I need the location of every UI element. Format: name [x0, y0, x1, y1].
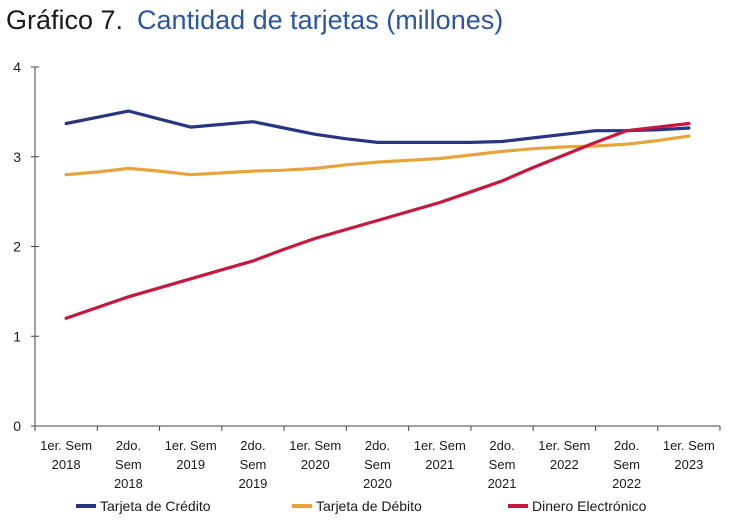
legend-swatch-credito: [76, 504, 96, 508]
y-tick-label: 2: [13, 239, 21, 255]
y-tick-label: 1: [13, 328, 21, 344]
legend-swatch-debito: [292, 504, 312, 508]
x-tick-label: 2do. Sem 2020: [363, 438, 392, 491]
x-tick-label: 1er. Sem 2022: [538, 438, 590, 472]
x-tick-label: 2do. Sem 2022: [612, 438, 641, 491]
x-tick-label: 1er. Sem 2020: [289, 438, 341, 472]
x-tick-label: 1er. Sem 2023: [663, 438, 715, 472]
legend-label-debito: Tarjeta de Débito: [316, 498, 422, 514]
chart-title-text: Cantidad de tarjetas (millones): [137, 5, 504, 35]
x-tick-label: 2do. Sem 2018: [114, 438, 143, 491]
y-tick-label: 0: [13, 418, 21, 434]
legend-item-dinero: Dinero Electrónico: [508, 498, 646, 514]
legend-swatch-dinero: [508, 504, 528, 508]
y-tick-label: 4: [13, 59, 21, 75]
y-tick-label: 3: [13, 149, 21, 165]
x-tick-label: 1er. Sem 2018: [40, 438, 92, 472]
chart-number: Gráfico 7.: [6, 5, 124, 35]
legend-label-dinero: Dinero Electrónico: [532, 498, 647, 514]
x-tick-label: 1er. Sem 2019: [165, 438, 217, 472]
legend-item-debito: Tarjeta de Débito: [292, 498, 422, 514]
chart-title: Gráfico 7. Cantidad de tarjetas (millones…: [6, 2, 503, 38]
x-tick-label: 2do. Sem 2021: [488, 438, 517, 491]
series-line-credito: [64, 109, 691, 144]
x-tick-label: 1er. Sem 2021: [414, 438, 466, 472]
legend-label-credito: Tarjeta de Crédito: [100, 498, 211, 514]
x-tick-label: 2do. Sem 2019: [238, 438, 267, 491]
legend-item-credito: Tarjeta de Crédito: [76, 498, 211, 514]
series-line-dinero: [64, 121, 691, 320]
